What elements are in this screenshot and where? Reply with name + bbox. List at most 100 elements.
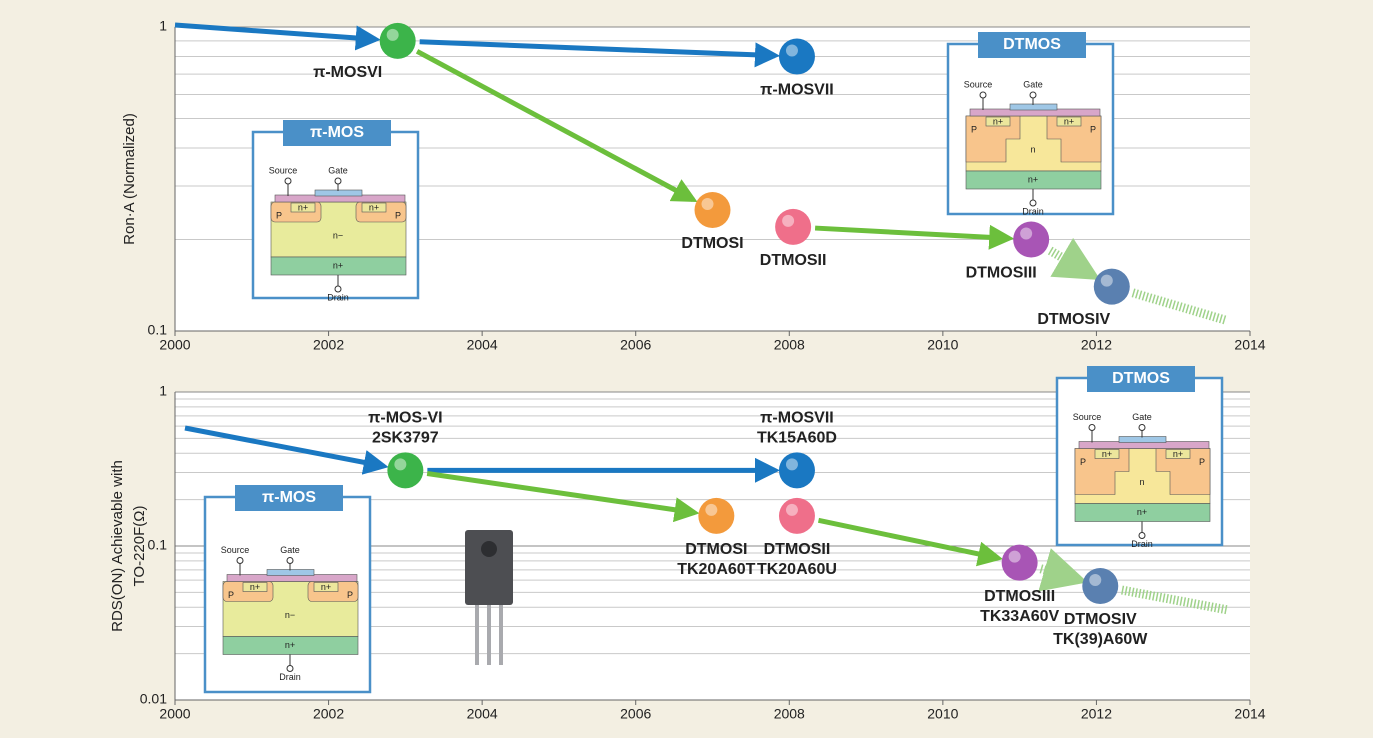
inset-label: n+	[993, 116, 1003, 126]
pin-terminal	[1029, 91, 1037, 99]
trend-arrow	[419, 39, 780, 68]
device-point	[775, 208, 812, 245]
y-tick-label: 0.1	[148, 322, 168, 338]
x-tick-label: 2010	[927, 337, 958, 353]
n-plus	[242, 582, 268, 592]
device-point	[1082, 567, 1119, 604]
cross-section: Source Gate Pn+ n+ Pn− n+ Drain	[269, 165, 407, 302]
inset-label: n+	[369, 202, 379, 212]
inset-label: P	[971, 124, 977, 134]
part-number: TK20A60T	[677, 561, 755, 578]
inset-tab	[978, 32, 1086, 58]
n-plus	[1056, 116, 1082, 127]
inset-label: Gate	[1023, 79, 1043, 89]
point-highlight	[705, 503, 718, 516]
inset-diagram: DTMOS Source Gate Pn+ n+ Pn n+ Drain	[1055, 366, 1224, 549]
inset-label: Gate	[328, 165, 348, 175]
point-highlight	[1100, 274, 1113, 287]
inset-label: P	[276, 210, 282, 220]
inset-label: n+	[1173, 449, 1183, 459]
x-tick-label: 2004	[467, 337, 498, 353]
inset-label: n+	[1028, 174, 1038, 184]
device-point	[778, 452, 815, 489]
inset-title: DTMOS	[1112, 370, 1170, 387]
inset-label: n	[1030, 144, 1035, 154]
inset-label: n−	[333, 230, 343, 240]
point-label: DTMOSI	[681, 235, 743, 252]
x-tick-label: 2000	[159, 337, 190, 353]
n-plus	[1165, 449, 1191, 459]
x-tick-label: 2002	[313, 337, 344, 353]
inset-label: P	[1080, 457, 1086, 467]
trend-arrow	[817, 517, 1004, 567]
pin-terminal	[286, 557, 294, 564]
device-point	[1013, 221, 1050, 258]
trend-arrow	[1121, 585, 1229, 615]
inset-label: n+	[333, 260, 343, 270]
inset-label: n+	[285, 640, 295, 650]
y-tick-label: 1	[159, 383, 167, 399]
point-label: DTMOSII	[764, 541, 831, 558]
point-highlight	[782, 214, 795, 227]
cross-section: Source Gate Pn+ n+ Pn− n+ Drain	[221, 545, 359, 682]
inset-tab	[283, 120, 391, 146]
device-point	[698, 497, 735, 534]
inset-title: DTMOS	[1003, 36, 1061, 53]
inset-label: Drain	[1131, 539, 1153, 549]
inset-label: P	[1199, 457, 1205, 467]
inset-title: π-MOS	[310, 124, 364, 141]
inset-label: Gate	[1132, 412, 1152, 422]
point-highlight	[701, 198, 714, 211]
inset-title: π-MOS	[262, 489, 316, 506]
inset-label: Source	[964, 79, 993, 89]
x-tick-label: 2002	[313, 706, 344, 722]
point-highlight	[785, 44, 798, 57]
transistor-photo	[465, 530, 513, 665]
n-plus	[313, 582, 339, 592]
inset-label: P	[395, 210, 401, 220]
cross-section: Source Gate Pn+ n+ Pn n+ Drain	[1073, 412, 1211, 549]
device-point	[1093, 268, 1130, 305]
point-highlight	[785, 503, 798, 516]
inset-label: Drain	[279, 672, 301, 682]
trend-arrow	[174, 22, 381, 51]
inset-tab	[235, 485, 343, 511]
pin-terminal	[1138, 424, 1146, 431]
trend-arrow	[415, 49, 698, 202]
device-point	[694, 192, 731, 229]
x-tick-label: 2012	[1081, 337, 1112, 353]
inset-label: n	[1139, 477, 1144, 487]
pin-terminal	[334, 285, 342, 293]
inset-label: Source	[1073, 412, 1102, 422]
part-number: TK33A60V	[980, 608, 1059, 625]
trend-arrow	[184, 425, 389, 475]
point-label: π-MOS-VI	[368, 410, 442, 427]
inset-label: P	[228, 590, 234, 600]
pin-terminal	[334, 177, 342, 185]
pin-terminal	[1088, 424, 1096, 431]
x-tick-label: 2014	[1234, 337, 1265, 353]
y-tick-label: 0.1	[148, 537, 168, 553]
inset-label: n−	[285, 610, 295, 620]
point-label: DTMOSIII	[984, 588, 1055, 605]
pin-terminal	[1029, 199, 1037, 207]
device-point	[1001, 544, 1038, 581]
n-plus	[985, 116, 1011, 127]
inset-label: n+	[1064, 116, 1074, 126]
point-label: DTMOSIV	[1037, 311, 1110, 328]
part-number: TK20A60U	[757, 561, 837, 578]
pin-terminal	[284, 177, 292, 185]
inset-label: n+	[1102, 449, 1112, 459]
x-tick-label: 2014	[1234, 706, 1265, 722]
part-number: 2SK3797	[372, 430, 439, 447]
x-tick-label: 2012	[1081, 706, 1112, 722]
point-label: π-MOSVII	[760, 410, 834, 427]
n-plus	[1094, 449, 1120, 459]
y-tick-label: 0.01	[140, 691, 167, 707]
device-point	[387, 452, 424, 489]
inset-label: n+	[250, 582, 260, 592]
point-highlight	[386, 28, 399, 41]
point-label: DTMOSIII	[966, 265, 1037, 282]
n-plus	[290, 202, 316, 213]
y-axis-title: RDS(ON) Achievable with	[109, 460, 126, 632]
